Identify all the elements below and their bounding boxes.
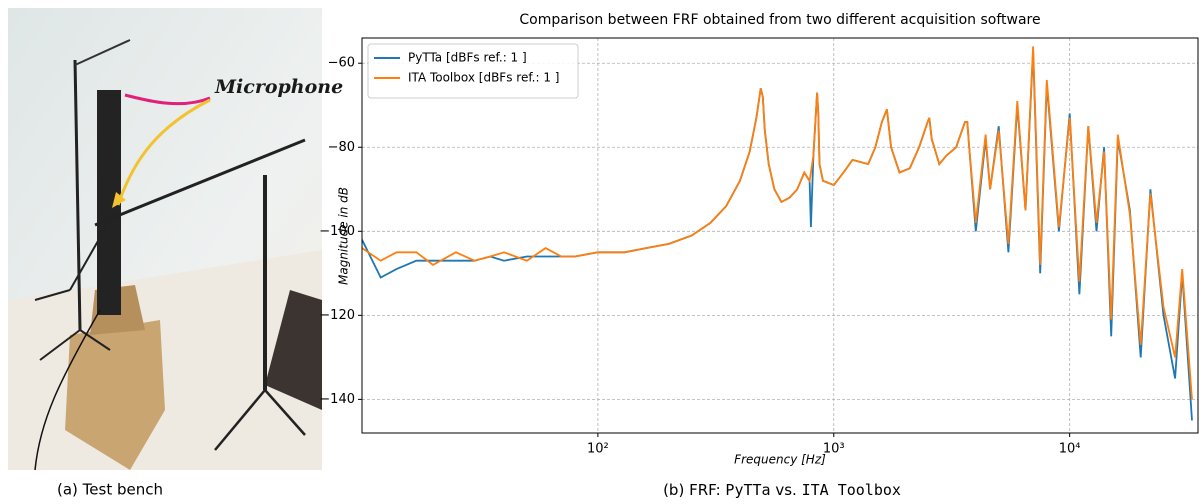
y-axis-label: Magnitude in dB [337, 187, 351, 285]
photo: Microphone [8, 8, 343, 471]
caption-part: (b) FRF: [663, 481, 725, 499]
caption-part: vs. [771, 481, 802, 499]
x-tick-label: 10⁴ [1059, 442, 1081, 457]
series-line [362, 50, 1193, 421]
caption-part: PyTTa [725, 481, 770, 499]
x-tick-label: 10³ [823, 442, 845, 457]
legend-box [367, 43, 579, 99]
y-tick-label: −60 [328, 56, 355, 71]
caption-a: (a) Test bench [57, 481, 163, 499]
x-tick-label: 10² [587, 442, 609, 457]
x-axis-label: Frequency [Hz] [734, 453, 826, 467]
legend-label: PyTTa [dBFs ref.: 1 ] [408, 51, 527, 65]
caption-b: (b) FRF: PyTTa vs. ITA Toolbox [663, 481, 901, 499]
plot-frame [361, 37, 1199, 434]
y-tick-label: −80 [328, 140, 355, 155]
photo-annotation: Microphone [214, 76, 343, 98]
y-tick-label: −100 [319, 224, 355, 239]
y-tick-label: −120 [319, 308, 355, 323]
series-line [362, 46, 1193, 400]
y-tick-label: −140 [319, 392, 355, 407]
chart-title: Comparison between FRF obtained from two… [519, 12, 1040, 28]
caption-part: ITA Toolbox [802, 481, 901, 499]
legend-label: ITA Toolbox [dBFs ref.: 1 ] [408, 71, 559, 85]
legend: PyTTa [dBFs ref.: 1 ] ITA Toolbox [dBFs r… [367, 43, 579, 99]
